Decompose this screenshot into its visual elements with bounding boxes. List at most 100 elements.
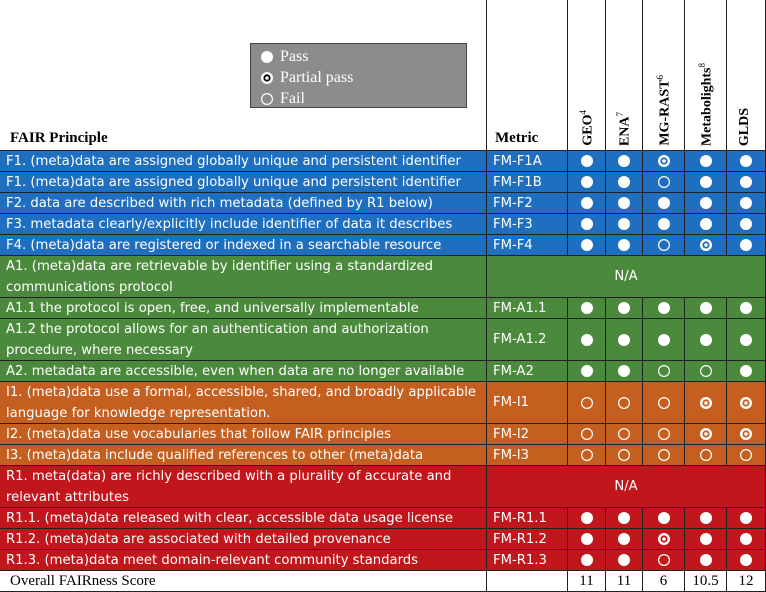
repo-name-text: MG-RAST (657, 79, 673, 146)
metric-text: FM-I3 (493, 447, 530, 463)
legend-item: Partial pass (259, 67, 466, 88)
overall-score: 11 (579, 572, 594, 589)
score-cell (727, 445, 766, 466)
header-text: FAIR Principle (10, 130, 108, 146)
score-cell (727, 424, 766, 445)
score-cell (606, 382, 643, 424)
metric-cell: FM-I3 (487, 445, 568, 466)
score-symbol (618, 239, 630, 251)
score-cell (568, 235, 606, 256)
metric-cell: FM-R1.3 (487, 550, 568, 571)
score-cell (643, 319, 685, 361)
principle-text: I1. (meta)data use a formal, accessible,… (6, 384, 477, 421)
repo-header: MG-RAST6 (643, 0, 685, 151)
score-cell (606, 508, 643, 529)
repo-header: GEO4 (568, 0, 606, 151)
score-cell (568, 550, 606, 571)
score-symbol (657, 512, 670, 524)
score-symbol (657, 175, 670, 189)
score-cell (727, 361, 766, 382)
score-cell (727, 151, 766, 172)
legend: Pass Partial pass Fail (250, 43, 467, 108)
overall-score: 11 (616, 572, 632, 589)
score-cell (685, 361, 727, 382)
na-cell: N/A (487, 256, 766, 298)
metric-text: FM-A2 (493, 363, 534, 379)
repo-name-text: Metabolights (699, 67, 715, 146)
score-cell (606, 361, 643, 382)
repo-name-text: ENA (617, 116, 633, 146)
principle-text: R1.2. (meta)data are associated with det… (6, 531, 391, 547)
score-cell (568, 151, 606, 172)
score-cell (685, 214, 727, 235)
principle-cell: A1.1 the protocol is open, free, and uni… (0, 298, 487, 319)
score-cell (685, 382, 727, 424)
metric-text: FM-R1.3 (493, 552, 547, 568)
overall-score-cell: 11 (606, 571, 643, 592)
score-cell (685, 319, 727, 361)
score-cell (568, 193, 606, 214)
principle-text: R1.1. (meta)data released with clear, ac… (6, 510, 454, 526)
repo-ref: 6 (654, 75, 665, 80)
score-cell (685, 193, 727, 214)
score-symbol (618, 302, 630, 314)
metric-text: FM-A1.1 (493, 300, 547, 316)
metric-cell: FM-I1 (487, 382, 568, 424)
score-symbol (618, 533, 630, 545)
score-cell (568, 445, 606, 466)
principle-text: A2. metadata are accessible, even when d… (6, 363, 465, 379)
score-cell (568, 361, 606, 382)
principle-text: F1. (meta)data are assigned globally uni… (6, 153, 461, 169)
score-symbol (657, 553, 670, 567)
overall-score-cell: 12 (727, 571, 766, 592)
score-symbol (580, 197, 593, 209)
overall-score-cell: 10.5 (685, 571, 727, 592)
score-cell (727, 235, 766, 256)
score-symbol (580, 533, 593, 545)
score-symbol (618, 554, 630, 566)
score-symbol (740, 239, 752, 251)
score-cell (727, 172, 766, 193)
metric-cell: FM-A1.2 (487, 319, 568, 361)
score-symbol (740, 396, 752, 409)
score-cell (727, 319, 766, 361)
score-cell (606, 235, 643, 256)
metric-text: FM-F4 (493, 237, 533, 253)
score-cell (685, 151, 727, 172)
score-symbol (617, 448, 631, 462)
score-symbol (657, 448, 670, 462)
overall-label: Overall FAIRness Score (10, 572, 156, 589)
legend-label: Partial pass (280, 68, 354, 86)
score-cell (606, 172, 643, 193)
score-symbol (740, 155, 752, 167)
score-cell (606, 151, 643, 172)
score-symbol (617, 427, 631, 441)
principle-text: R1. meta(data) are richly described with… (6, 468, 452, 505)
score-symbol (657, 155, 670, 167)
score-cell (643, 235, 685, 256)
score-cell (727, 214, 766, 235)
metric-text: FM-A1.2 (493, 332, 547, 347)
score-cell (727, 193, 766, 214)
score-symbol (580, 239, 593, 251)
score-symbol (260, 92, 274, 105)
overall-score: 10.5 (692, 572, 719, 589)
metric-text: FM-I2 (493, 426, 530, 442)
score-cell (568, 319, 606, 361)
overall-score-cell: 6 (643, 571, 685, 592)
principle-cell: F3. metadata clearly/explicitly include … (0, 214, 487, 235)
score-cell (685, 508, 727, 529)
score-symbol (699, 448, 712, 462)
score-symbol (657, 333, 670, 346)
repo-name: GLDS (737, 108, 753, 146)
score-cell (568, 214, 606, 235)
legend-item: Pass (259, 46, 466, 67)
score-cell (685, 298, 727, 319)
score-cell (727, 529, 766, 550)
score-symbol (657, 197, 670, 209)
score-cell (606, 298, 643, 319)
score-symbol (580, 396, 593, 409)
metric-cell: FM-F1B (487, 172, 568, 193)
metric-cell: FM-R1.2 (487, 529, 568, 550)
score-symbol (699, 428, 712, 440)
